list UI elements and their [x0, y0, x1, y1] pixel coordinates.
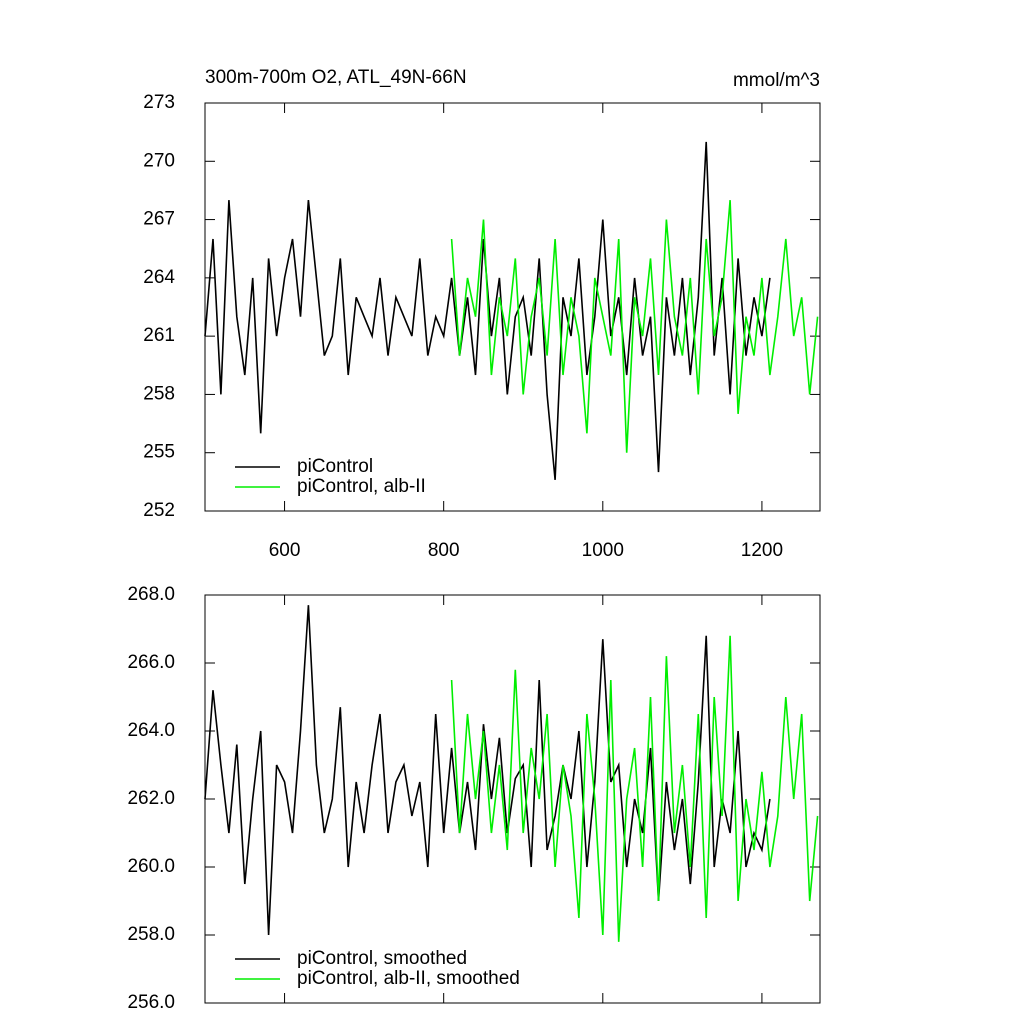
units-label: mmol/m^3	[733, 70, 820, 91]
y-tick-label: 264	[143, 267, 175, 288]
chart-title: 300m-700m O2, ATL_49N-66N	[205, 67, 467, 88]
y-tick-label: 261	[143, 325, 175, 346]
y-tick-label: 266.0	[127, 652, 175, 673]
series-line	[450, 200, 819, 453]
legend-label: piControl, alb-II, smoothed	[297, 968, 520, 989]
y-tick-label: 258	[143, 383, 175, 404]
x-tick-label: 1200	[741, 540, 783, 561]
y-tick-label: 270	[143, 150, 175, 171]
y-tick-label: 258.0	[127, 924, 175, 945]
plot-frame	[204, 102, 821, 512]
y-tick-label: 252	[143, 500, 175, 521]
y-tick-label: 264.0	[127, 720, 175, 741]
y-tick-label: 268.0	[127, 584, 175, 605]
y-tick-label: 256.0	[127, 992, 175, 1013]
x-tick-label: 800	[428, 540, 460, 561]
legend-label: piControl	[297, 456, 373, 477]
legend-label: piControl, smoothed	[297, 948, 467, 969]
series-line	[204, 605, 771, 936]
x-tick-label: 600	[269, 540, 301, 561]
y-tick-label: 260.0	[127, 856, 175, 877]
y-tick-label: 267	[143, 209, 175, 230]
y-tick-label: 255	[143, 442, 175, 463]
x-tick-label: 1000	[582, 540, 624, 561]
legend-label: piControl, alb-II	[297, 476, 426, 497]
y-tick-label: 273	[143, 92, 175, 113]
y-tick-label: 262.0	[127, 788, 175, 809]
series-line	[450, 635, 819, 942]
